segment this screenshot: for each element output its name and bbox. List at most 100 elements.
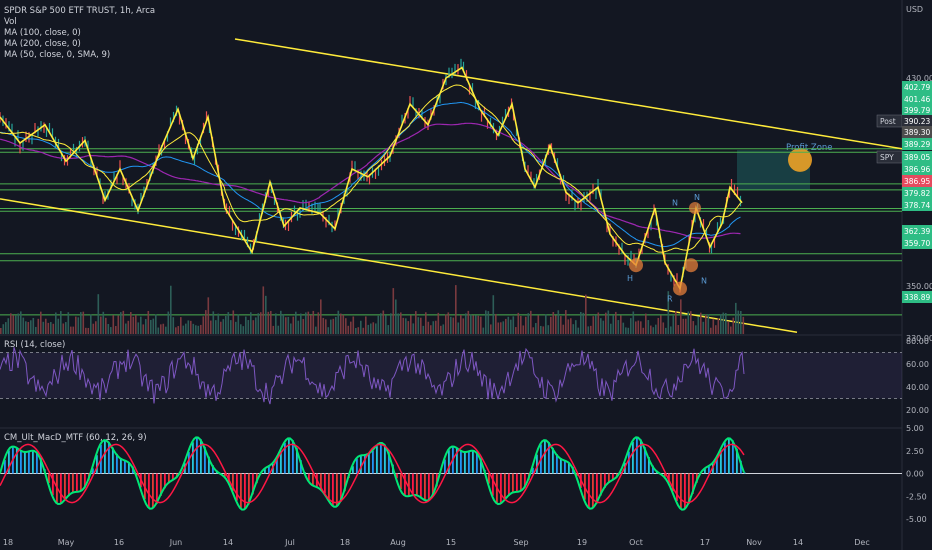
volume-bar — [397, 313, 400, 334]
volume-bar — [542, 326, 545, 334]
volume-bar — [362, 327, 365, 334]
volume-bar — [622, 322, 625, 334]
macd-histogram-bar — [508, 473, 510, 496]
volume-bar — [680, 299, 682, 334]
macd-histogram-bar — [248, 473, 250, 505]
indicator-vol[interactable]: Vol — [4, 17, 17, 27]
macd-histogram-bar — [468, 451, 470, 474]
volume-bar — [37, 318, 40, 334]
volume-bar — [660, 315, 662, 334]
volume-bar — [412, 323, 415, 334]
volume-bar — [102, 311, 105, 334]
profit-zone-label: Profit Zone — [786, 143, 833, 153]
volume-bar — [132, 316, 135, 334]
macd-histogram-bar — [648, 457, 650, 474]
volume-bar — [310, 315, 312, 334]
volume-bar — [312, 310, 315, 334]
volume-bar — [432, 321, 435, 334]
volume-bar — [170, 285, 172, 334]
macd-histogram-bar — [416, 473, 418, 496]
rsi-tick-label: 20.00 — [906, 406, 929, 415]
volume-bar — [280, 310, 282, 334]
symbol-title[interactable]: SPDR S&P 500 ETF TRUST, 1h, Arca — [4, 6, 156, 16]
rsi-tick-label: 60.00 — [906, 360, 929, 369]
volume-bar — [657, 317, 660, 334]
volume-bar — [292, 316, 295, 334]
macd-histogram-bar — [420, 473, 422, 497]
volume-bar — [595, 315, 597, 334]
macd-histogram-bar — [96, 455, 98, 474]
volume-bar — [602, 320, 605, 334]
macd-histogram-bar — [632, 441, 634, 474]
volume-bar — [427, 321, 430, 334]
macd-histogram-bar — [368, 453, 370, 474]
currency-label: USD — [906, 5, 923, 14]
volume-bar — [300, 313, 302, 334]
volume-bar — [690, 311, 692, 334]
macd-title[interactable]: CM_Ult_MacD_MTF (60, 12, 26, 9) — [4, 433, 147, 443]
volume-bar — [197, 325, 200, 334]
macd-histogram-bar — [128, 462, 130, 474]
price-tag-box — [902, 81, 932, 93]
price-tag-value: 386.95 — [904, 177, 930, 186]
indicator-ma100[interactable]: MA (100, close, 0) — [4, 28, 81, 38]
volume-bar — [295, 311, 297, 334]
volume-bar — [687, 311, 690, 334]
volume-bar — [637, 320, 640, 334]
rsi-line — [0, 347, 745, 405]
volume-bar — [620, 315, 622, 334]
volume-bar — [42, 321, 45, 334]
volume-bar — [230, 320, 232, 334]
macd-histogram-bar — [188, 452, 190, 474]
volume-bar — [242, 326, 245, 334]
macd-histogram-bar — [436, 473, 438, 487]
indicator-ma50[interactable]: MA (50, close, 0, SMA, 9) — [4, 50, 111, 60]
macd-histogram-bar — [628, 451, 630, 474]
volume-bar — [160, 324, 162, 334]
macd-tick-label: -2.50 — [906, 492, 927, 501]
volume-bar — [22, 317, 25, 334]
volume-bar — [720, 314, 722, 334]
volume-bar — [107, 323, 110, 334]
volume-bar — [405, 318, 407, 334]
rsi-tick-label: 40.00 — [906, 383, 929, 392]
macd-histogram-bar — [172, 473, 174, 481]
volume-bar — [722, 312, 725, 334]
rsi-title[interactable]: RSI (14, close) — [4, 340, 66, 350]
macd-histogram-bar — [376, 446, 378, 474]
volume-bar — [445, 314, 447, 334]
volume-bar — [380, 313, 382, 334]
volume-bar — [475, 315, 477, 334]
macd-histogram-bar — [340, 473, 342, 502]
indicator-ma200[interactable]: MA (200, close, 0) — [4, 39, 81, 49]
volume-bar — [435, 320, 437, 334]
macd-histogram-bar — [652, 465, 654, 474]
volume-bar — [467, 310, 470, 334]
volume-bar — [670, 326, 672, 334]
volume-bar — [540, 325, 542, 334]
volume-bar — [635, 321, 637, 334]
volume-bar — [337, 310, 340, 334]
macd-histogram-bar — [552, 447, 554, 474]
volume-bar — [692, 321, 695, 334]
macd-histogram-bar — [520, 473, 522, 492]
volume-bar — [447, 312, 450, 334]
macd-histogram-bar — [300, 460, 302, 474]
volume-bar — [262, 286, 265, 334]
macd-histogram-bar — [52, 473, 54, 496]
volume-bar — [135, 314, 137, 334]
volume-bar — [327, 327, 330, 334]
volume-bar — [645, 313, 647, 334]
macd-histogram-bar — [284, 442, 286, 474]
macd-histogram-bar — [8, 450, 10, 474]
volume-bar — [252, 320, 255, 334]
macd-histogram-bar — [324, 473, 326, 494]
price-tag-box — [902, 199, 932, 211]
volume-bar — [485, 310, 487, 334]
macd-histogram-bar — [492, 473, 494, 496]
macd-histogram-bar — [60, 473, 62, 504]
volume-bar — [207, 297, 210, 334]
volume-bar — [267, 311, 270, 334]
volume-bar — [667, 291, 670, 334]
